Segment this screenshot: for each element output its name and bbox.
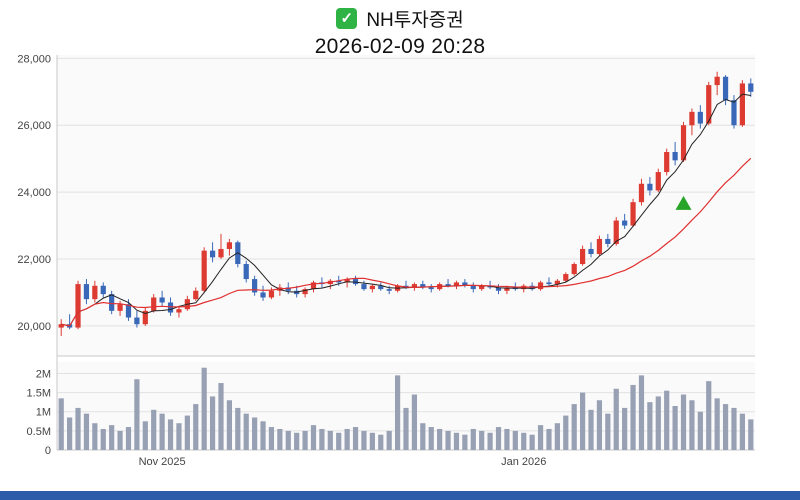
title-line: ✓ NH투자증권: [0, 5, 800, 32]
svg-text:26,000: 26,000: [17, 120, 51, 132]
svg-text:2M: 2M: [36, 368, 51, 380]
svg-text:20,000: 20,000: [17, 321, 51, 333]
chart-header: ✓ NH투자증권 2026-02-09 20:28: [0, 5, 800, 59]
chart-timestamp: 2026-02-09 20:28: [314, 35, 486, 58]
checkbox-icon: ✓: [336, 8, 358, 29]
svg-text:0.5M: 0.5M: [27, 426, 51, 438]
svg-text:Jan 2026: Jan 2026: [501, 456, 546, 468]
chart-title: NH투자증권: [366, 10, 464, 31]
svg-text:24,000: 24,000: [17, 187, 51, 199]
svg-text:22,000: 22,000: [17, 254, 51, 266]
svg-text:0: 0: [45, 445, 51, 457]
svg-text:1.5M: 1.5M: [27, 388, 51, 400]
bottom-taskbar-strip: [0, 491, 800, 500]
svg-text:28,000: 28,000: [17, 53, 51, 65]
svg-text:Nov 2025: Nov 2025: [139, 456, 186, 468]
svg-text:1M: 1M: [36, 407, 51, 419]
